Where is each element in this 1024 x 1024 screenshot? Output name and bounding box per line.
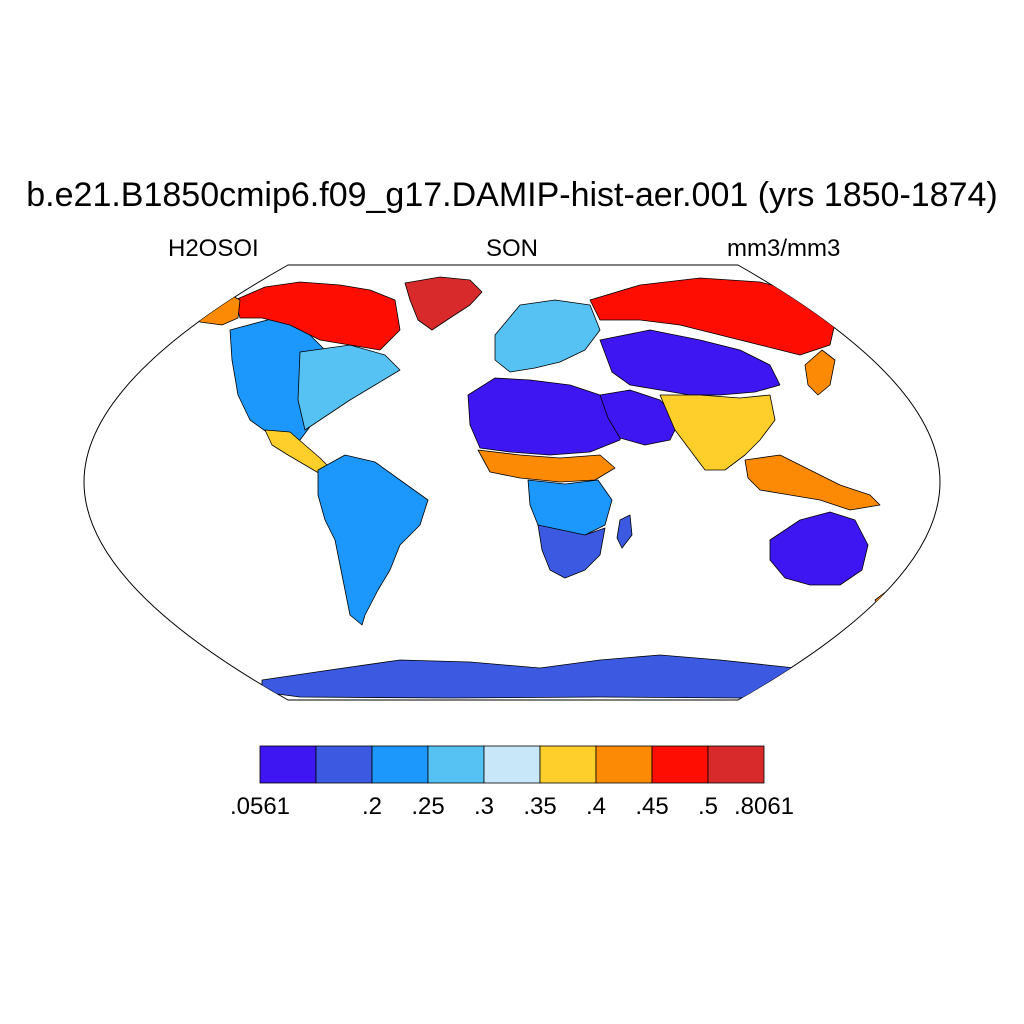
colorbar-box	[595, 745, 653, 784]
region-southern-africa	[537, 524, 606, 579]
region-south-america	[317, 454, 429, 626]
region-sahara	[467, 377, 626, 456]
region-arabia	[599, 389, 681, 446]
region-canada-arctic	[234, 281, 401, 351]
map-title: b.e21.B1850cmip6.f09_g17.DAMIP-hist-aer.…	[26, 176, 998, 214]
colorbar-tick-label: .4	[586, 793, 606, 820]
colorbar-tick-label: .35	[523, 793, 556, 820]
region-europe	[494, 299, 601, 373]
region-southeast-asia	[744, 454, 881, 511]
variable-label: H2OSOI	[168, 235, 259, 262]
colorbar-tick-label: .45	[635, 793, 668, 820]
colorbar-tick-label: .2	[362, 793, 382, 820]
colorbar-tick-label: .25	[411, 793, 444, 820]
season-label: SON	[485, 235, 538, 262]
region-central-africa	[527, 479, 613, 536]
colorbar-box	[539, 745, 597, 784]
region-siberia	[589, 277, 839, 356]
region-north-america-east	[297, 344, 401, 431]
region-australia	[769, 511, 869, 586]
region-sahel	[477, 449, 616, 483]
region-central-asia	[599, 329, 781, 396]
region-south-asia	[659, 394, 776, 471]
colorbar-box	[651, 745, 709, 784]
region-east-asia-coast	[804, 349, 836, 396]
colorbar-box	[259, 745, 317, 784]
colorbar-boxes	[259, 745, 765, 784]
region-antarctica	[261, 654, 796, 699]
units-label: mm3/mm3	[727, 235, 841, 262]
region-greenland	[404, 276, 483, 331]
region-madagascar	[616, 514, 633, 549]
colorbar-box	[707, 745, 765, 784]
colorbar-labels: .0561 .2 .25 .3 .35 .4 .45 .5 .8061	[230, 793, 794, 820]
colorbar-box	[483, 745, 541, 784]
colorbar-tick-label: .8061	[734, 793, 794, 820]
colorbar-box	[371, 745, 429, 784]
colorbar-box	[427, 745, 485, 784]
colorbar-tick-label: .3	[474, 793, 494, 820]
colorbar-box	[315, 745, 373, 784]
colorbar-tick-label: .0561	[230, 793, 290, 820]
colorbar-tick-label: .5	[698, 793, 718, 820]
